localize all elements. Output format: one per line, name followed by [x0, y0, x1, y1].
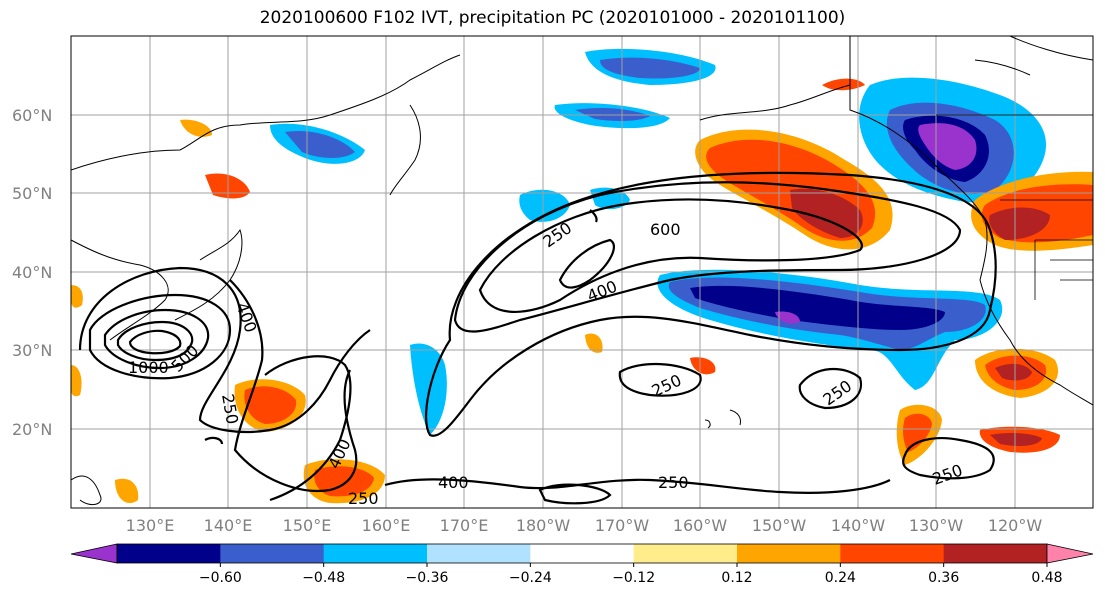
- colorbar-bin: [840, 544, 945, 563]
- colorbar-bin: [427, 544, 531, 563]
- colorbar-bin: [943, 544, 1048, 563]
- colorbar-tick-label: 0.12: [721, 570, 752, 586]
- colorbar-tick-label: −0.12: [612, 570, 655, 586]
- lon-tick-label: 180°W: [516, 516, 571, 535]
- colorbar-bin: [323, 544, 428, 563]
- lon-tick-label: 140°E: [204, 516, 253, 535]
- contour-label: 1000: [128, 358, 169, 377]
- lon-tick-label: 130°W: [909, 516, 964, 535]
- contour-label: 400: [438, 473, 469, 492]
- lon-tick-label: 130°E: [126, 516, 175, 535]
- lon-tick-labels: 130°E 140°E 150°E 160°E 170°E 180°W 170°…: [126, 516, 1043, 535]
- colorbar-tick-label: −0.24: [509, 570, 552, 586]
- colorbar-tick-label: −0.36: [406, 570, 449, 586]
- colorbar-bin: [633, 544, 738, 563]
- colorbar: −0.60 −0.48 −0.36 −0.24 −0.12 0.12 0.24 0.36 0.4…: [70, 543, 1094, 586]
- colorbar-tick-label: 0.24: [825, 570, 856, 586]
- colorbar-bin: [117, 544, 221, 563]
- lat-tick-labels: 60°N 50°N 40°N 30°N 20°N: [12, 106, 52, 439]
- lon-tick-label: 150°E: [283, 516, 332, 535]
- lon-tick-label: 140°W: [831, 516, 886, 535]
- colorbar-bin: [530, 544, 635, 563]
- colorbar-tick-label: 0.48: [1031, 570, 1062, 586]
- colorbar-ticks: −0.60 −0.48 −0.36 −0.24 −0.12 0.12 0.24 0.36 0.4…: [199, 563, 1063, 586]
- lon-tick-label: 170°W: [595, 516, 650, 535]
- contour-label: 250: [658, 473, 689, 492]
- ivt-contours: [78, 171, 997, 505]
- lat-tick-label: 20°N: [12, 420, 52, 439]
- lat-tick-label: 60°N: [12, 106, 52, 125]
- colorbar-tick-label: −0.48: [302, 570, 345, 586]
- colorbar-bin: [737, 544, 841, 563]
- lat-tick-label: 40°N: [12, 263, 52, 282]
- colorbar-bin: [220, 544, 325, 563]
- lat-tick-label: 50°N: [12, 184, 52, 203]
- colorbar-extend-right: [1046, 543, 1094, 564]
- lon-tick-label: 160°E: [362, 516, 411, 535]
- colorbar-bins: [116, 543, 1048, 564]
- lon-tick-label: 120°W: [988, 516, 1043, 535]
- colorbar-extend-left: [70, 543, 118, 564]
- map-title: 2020100600 F102 IVT, precipitation PC (2…: [259, 8, 846, 28]
- coastlines: [71, 36, 1093, 506]
- contour-label: 600: [650, 220, 681, 239]
- lon-tick-label: 160°W: [673, 516, 728, 535]
- colorbar-tick-label: 0.36: [928, 570, 959, 586]
- lon-tick-label: 150°W: [752, 516, 807, 535]
- map-border: [70, 35, 1094, 509]
- colorbar-tick-label: −0.60: [199, 570, 242, 586]
- precip-shading: [71, 48, 1093, 504]
- contour-label: 250: [348, 489, 379, 508]
- lat-tick-label: 30°N: [12, 341, 52, 360]
- lon-tick-label: 170°E: [440, 516, 489, 535]
- political-borders: [936, 114, 1093, 300]
